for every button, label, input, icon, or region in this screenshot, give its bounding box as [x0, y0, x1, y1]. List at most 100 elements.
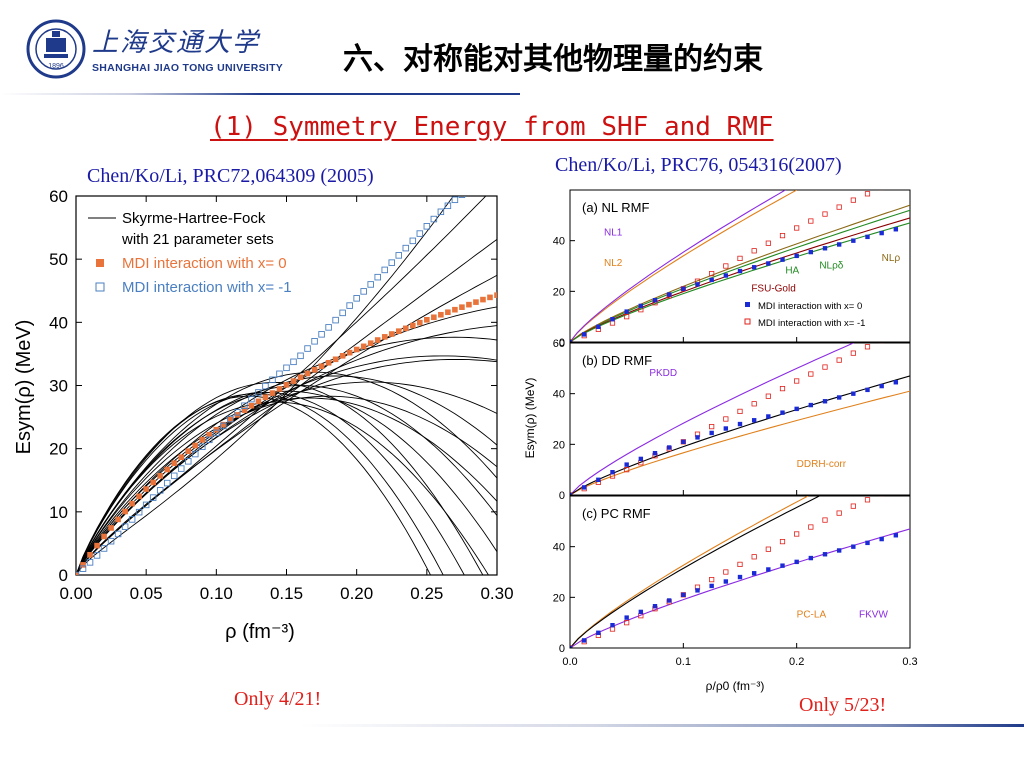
rmf-mdi-x0-point — [822, 552, 828, 557]
footer-divider — [300, 724, 1024, 727]
mdi-x-1-point — [423, 223, 431, 230]
rmf-mdi-x-1-point — [737, 255, 743, 261]
mdi-x-1-point — [402, 244, 410, 252]
rmf-mdi-x-1-point — [709, 576, 715, 583]
mdi-x-1-point — [353, 295, 360, 302]
rmf-annotation: FKVW — [859, 610, 888, 621]
rmf-mdi-x0-point — [681, 286, 686, 291]
mdi-x-1-point — [339, 309, 346, 317]
rmf-model-curve — [570, 496, 809, 648]
rmf-mdi-x0-point — [766, 567, 771, 572]
mdi-x0-point — [283, 382, 290, 388]
rmf-x-tick-label: 0.1 — [676, 656, 691, 668]
rmf-panel-label: (b) DD RMF — [582, 353, 652, 368]
rmf-mdi-x0-point — [723, 426, 729, 431]
rmf-mdi-x-1-point — [808, 218, 814, 224]
mdi-x0-point — [290, 378, 297, 384]
rmf-annotation: NLρδ — [819, 261, 843, 272]
mdi-x0-point — [402, 325, 409, 332]
mdi-x0-point — [129, 500, 135, 507]
reference-right: Chen/Ko/Li, PRC76, 054316(2007) — [555, 154, 842, 176]
mdi-x0-point — [381, 334, 388, 340]
mdi-x-1-point — [374, 273, 381, 281]
rmf-mdi-x-1-point — [894, 485, 898, 489]
rmf-mdi-x0-point — [737, 421, 743, 427]
mdi-x-1-point — [297, 352, 304, 360]
mdi-x0-point — [178, 454, 185, 460]
mdi-x-1-point — [93, 552, 101, 559]
skyrme-curve — [76, 393, 444, 575]
rmf-mdi-x0-point — [624, 615, 629, 620]
mdi-x-1-point — [255, 389, 262, 396]
rmf-mdi-x0-point — [596, 324, 601, 329]
rmf-mdi-x-1-point — [709, 423, 715, 430]
mdi-x-1-point — [163, 479, 171, 487]
rmf-y-tick-label: 60 — [553, 338, 565, 350]
rmf-mdi-x0-point — [751, 265, 757, 270]
rmf-mdi-x0-point — [652, 298, 658, 303]
mdi-x0-point — [297, 374, 304, 381]
mdi-x0-point — [318, 363, 325, 370]
rmf-mdi-x-1-point — [864, 497, 871, 503]
mdi-x0-point — [220, 421, 227, 428]
rmf-x-axis-label: ρ/ρ0 (fm⁻³) — [706, 679, 765, 693]
rmf-mdi-x-1-point — [794, 378, 800, 384]
mdi-x0-point — [346, 349, 353, 356]
rmf-mdi-x0-point — [709, 583, 714, 589]
rmf-mdi-x-1-point — [794, 531, 800, 537]
mdi-x0-point — [248, 402, 255, 409]
x-tick-label: 0.00 — [59, 584, 92, 603]
rmf-panel-label: (a) NL RMF — [582, 200, 649, 215]
rmf-model-curve — [570, 390, 910, 495]
rmf-mdi-x-1-point — [836, 204, 842, 210]
rmf-mdi-x0-point — [893, 533, 899, 538]
mdi-x0-point — [269, 390, 276, 396]
mdi-x-1-point — [346, 302, 353, 309]
rmf-mdi-x0-point — [596, 477, 601, 482]
rmf-mdi-x0-point — [780, 257, 785, 262]
mdi-x0-point — [143, 486, 149, 492]
rmf-mdi-x-1-point — [836, 510, 842, 516]
seal-icon: 1896 — [26, 19, 86, 79]
mdi-x0-point — [487, 294, 493, 301]
rmf-panel: 0 20 40 (a) NL RMF NL1 NL2 HA NLρδ NLρ FSU-Gold MD… — [553, 189, 911, 349]
mdi-x-1-point — [409, 237, 417, 245]
title-divider — [0, 93, 520, 95]
mdi-x0-point — [438, 311, 444, 318]
rmf-mdi-x0-point — [681, 439, 686, 444]
mdi-x0-point — [311, 366, 318, 373]
rmf-mdi-x-1-point — [765, 393, 771, 399]
rmf-mdi-x0-point — [570, 339, 573, 342]
rmf-annotation: NL2 — [604, 258, 623, 269]
mdi-x0-point — [185, 448, 192, 454]
rmf-mdi-x0-point — [751, 418, 757, 423]
skyrme-curve — [76, 395, 497, 575]
rmf-mdi-x-1-point — [864, 191, 871, 197]
mdi-x0-point — [87, 551, 93, 558]
rmf-mdi-x0-point — [610, 623, 615, 628]
x-tick-label: 0.05 — [130, 584, 163, 603]
rmf-panel-content — [570, 485, 910, 648]
rmf-mdi-x0-point — [652, 604, 658, 609]
logo-year: 1896 — [48, 63, 64, 70]
mdi-x0-point — [164, 466, 171, 473]
mdi-x-1-series — [76, 196, 466, 575]
mdi-x0-point — [157, 473, 163, 479]
rmf-annotation: DDRH-corr — [797, 459, 847, 470]
mdi-x-1-point — [276, 370, 283, 378]
mdi-x0-point — [115, 516, 121, 523]
mdi-x0-point — [395, 328, 402, 334]
university-logo: 1896 — [22, 18, 257, 80]
rmf-panel-label: (c) PC RMF — [582, 506, 651, 521]
rmf-mdi-x0-point — [808, 249, 814, 255]
rmf-mdi-x0-point — [652, 451, 658, 456]
rmf-mdi-x0-point — [723, 579, 729, 584]
mdi-x0-point — [199, 437, 206, 443]
rmf-mdi-x0-point — [624, 462, 629, 467]
rmf-mdi-x-1-point — [709, 271, 715, 277]
rmf-mdi-x0-point — [666, 598, 672, 603]
mdi-x-1-point — [262, 382, 269, 390]
university-name-en: SHANGHAI JIAO TONG UNIVERSITY — [92, 62, 284, 74]
rmf-mdi-x-1-point — [822, 517, 828, 523]
y-tick-label: 10 — [49, 503, 68, 522]
